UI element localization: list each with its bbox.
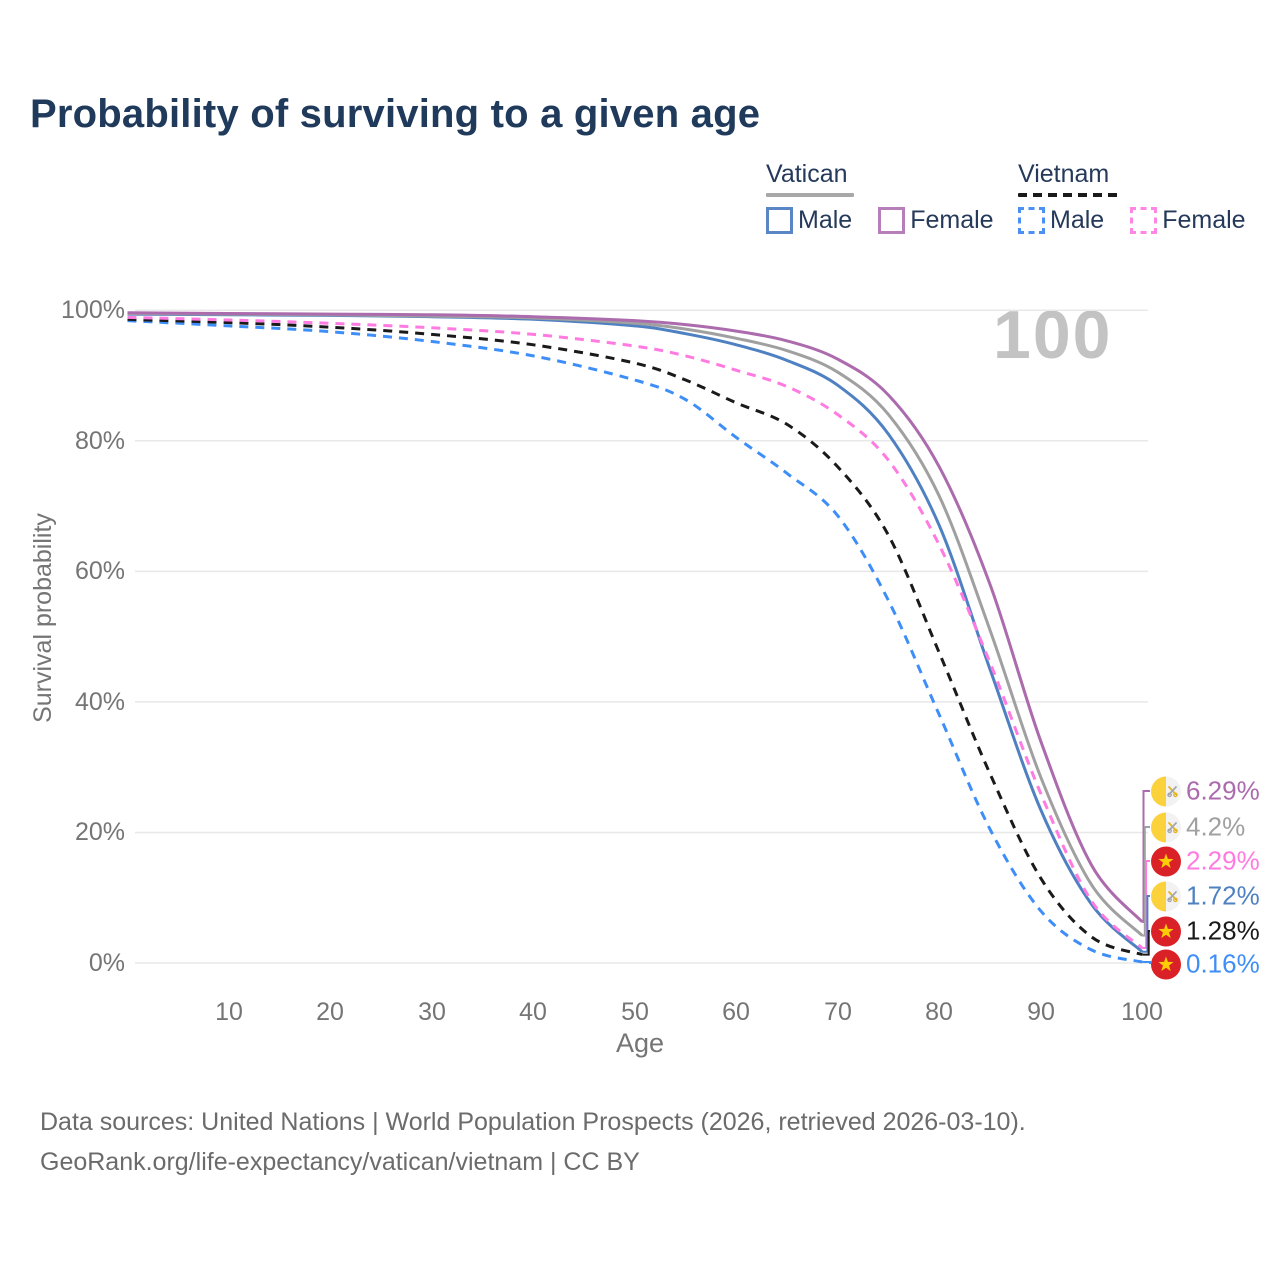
x-tick: 30 (418, 998, 446, 1026)
x-axis-title: Age (615, 1028, 665, 1058)
legend-item-vietnam-male: Male (1018, 206, 1104, 235)
legend-group-vatican: Vatican Male Female (766, 160, 994, 235)
end-label-connector (1142, 960, 1151, 964)
end-label-connector (1142, 895, 1150, 953)
x-tick: 10 (215, 998, 243, 1026)
x-tick: 20 (316, 998, 344, 1026)
vietnam-male-swatch-icon (1018, 206, 1045, 234)
legend-country-vietnam: Vietnam (1018, 160, 1110, 188)
end-label-vietnam-female: 2.29% (1151, 846, 1260, 877)
vietnam-female-swatch-icon (1130, 206, 1158, 234)
end-label-value: 1.28% (1186, 915, 1260, 946)
end-label-connector (1142, 930, 1150, 956)
series-line-vietnam-female (127, 315, 1144, 950)
series-line-vatican-female (127, 311, 1144, 923)
vatican-flag-icon (1151, 776, 1181, 806)
x-tick: 90 (1027, 998, 1055, 1026)
legend-label: Female (910, 205, 994, 234)
x-tick: 100 (1121, 998, 1163, 1026)
vietnam-flag-icon (1151, 916, 1181, 946)
series-line-vietnam-male (127, 319, 1143, 964)
vatican-flag-icon (1151, 812, 1181, 842)
end-label-value: 0.16% (1186, 948, 1260, 979)
legend-group-vietnam: Vietnam Male Female (1018, 160, 1246, 235)
vietnam-flag-icon (1151, 949, 1181, 979)
vietnam-line-style-sample (1018, 192, 1120, 197)
legend-label: Male (798, 205, 853, 234)
end-label-value: 1.72% (1186, 880, 1260, 911)
series-line-vatican-both-sexes (127, 312, 1144, 937)
end-label-connector (1142, 790, 1150, 923)
legend-label: Female (1162, 205, 1246, 234)
data-sources-text: Data sources: United Nations | World Pop… (40, 1108, 1026, 1136)
x-tick: 40 (519, 998, 547, 1026)
y-tick: 20% (74, 818, 125, 846)
end-label-value: 4.2% (1186, 811, 1246, 842)
x-tick: 80 (925, 998, 953, 1026)
y-tick: 100% (61, 296, 125, 324)
legend-label: Male (1050, 205, 1105, 234)
vatican-line-style-sample (766, 192, 854, 197)
y-tick: 0% (88, 949, 125, 977)
attribution-text: GeoRank.org/life-expectancy/vatican/viet… (40, 1148, 640, 1176)
end-label-connector (1142, 860, 1150, 950)
x-tick: 70 (824, 998, 852, 1026)
vatican-male-swatch-icon (766, 206, 793, 234)
end-label-value: 6.29% (1186, 775, 1260, 806)
end-label-vatican-male: 1.72% (1151, 881, 1260, 912)
legend-country-vatican: Vatican (766, 160, 848, 188)
age-watermark: 100 (993, 297, 1113, 373)
end-label-vatican-both: 4.2% (1151, 812, 1245, 843)
vietnam-flag-icon (1151, 846, 1181, 876)
end-label-value: 2.29% (1186, 845, 1260, 876)
end-label-vatican-female: 6.29% (1151, 776, 1260, 807)
x-tick: 60 (722, 998, 750, 1026)
vatican-flag-icon (1151, 881, 1181, 911)
legend-item-vatican-female: Female (878, 205, 994, 235)
page-title: Probability of surviving to a given age (30, 92, 761, 136)
end-label-vietnam-both: 1.28% (1151, 916, 1260, 947)
end-label-connector (1142, 826, 1150, 937)
legend-item-vietnam-female: Female (1130, 205, 1246, 235)
vatican-female-swatch-icon (878, 206, 906, 234)
end-label-vietnam-male: 0.16% (1151, 949, 1260, 980)
y-tick: 40% (74, 688, 125, 716)
series-line-vietnam-both-sexes (127, 317, 1143, 957)
y-tick: 80% (74, 427, 125, 455)
y-tick: 60% (74, 557, 125, 585)
x-tick: 50 (621, 998, 649, 1026)
legend-item-vatican-male: Male (766, 206, 852, 235)
